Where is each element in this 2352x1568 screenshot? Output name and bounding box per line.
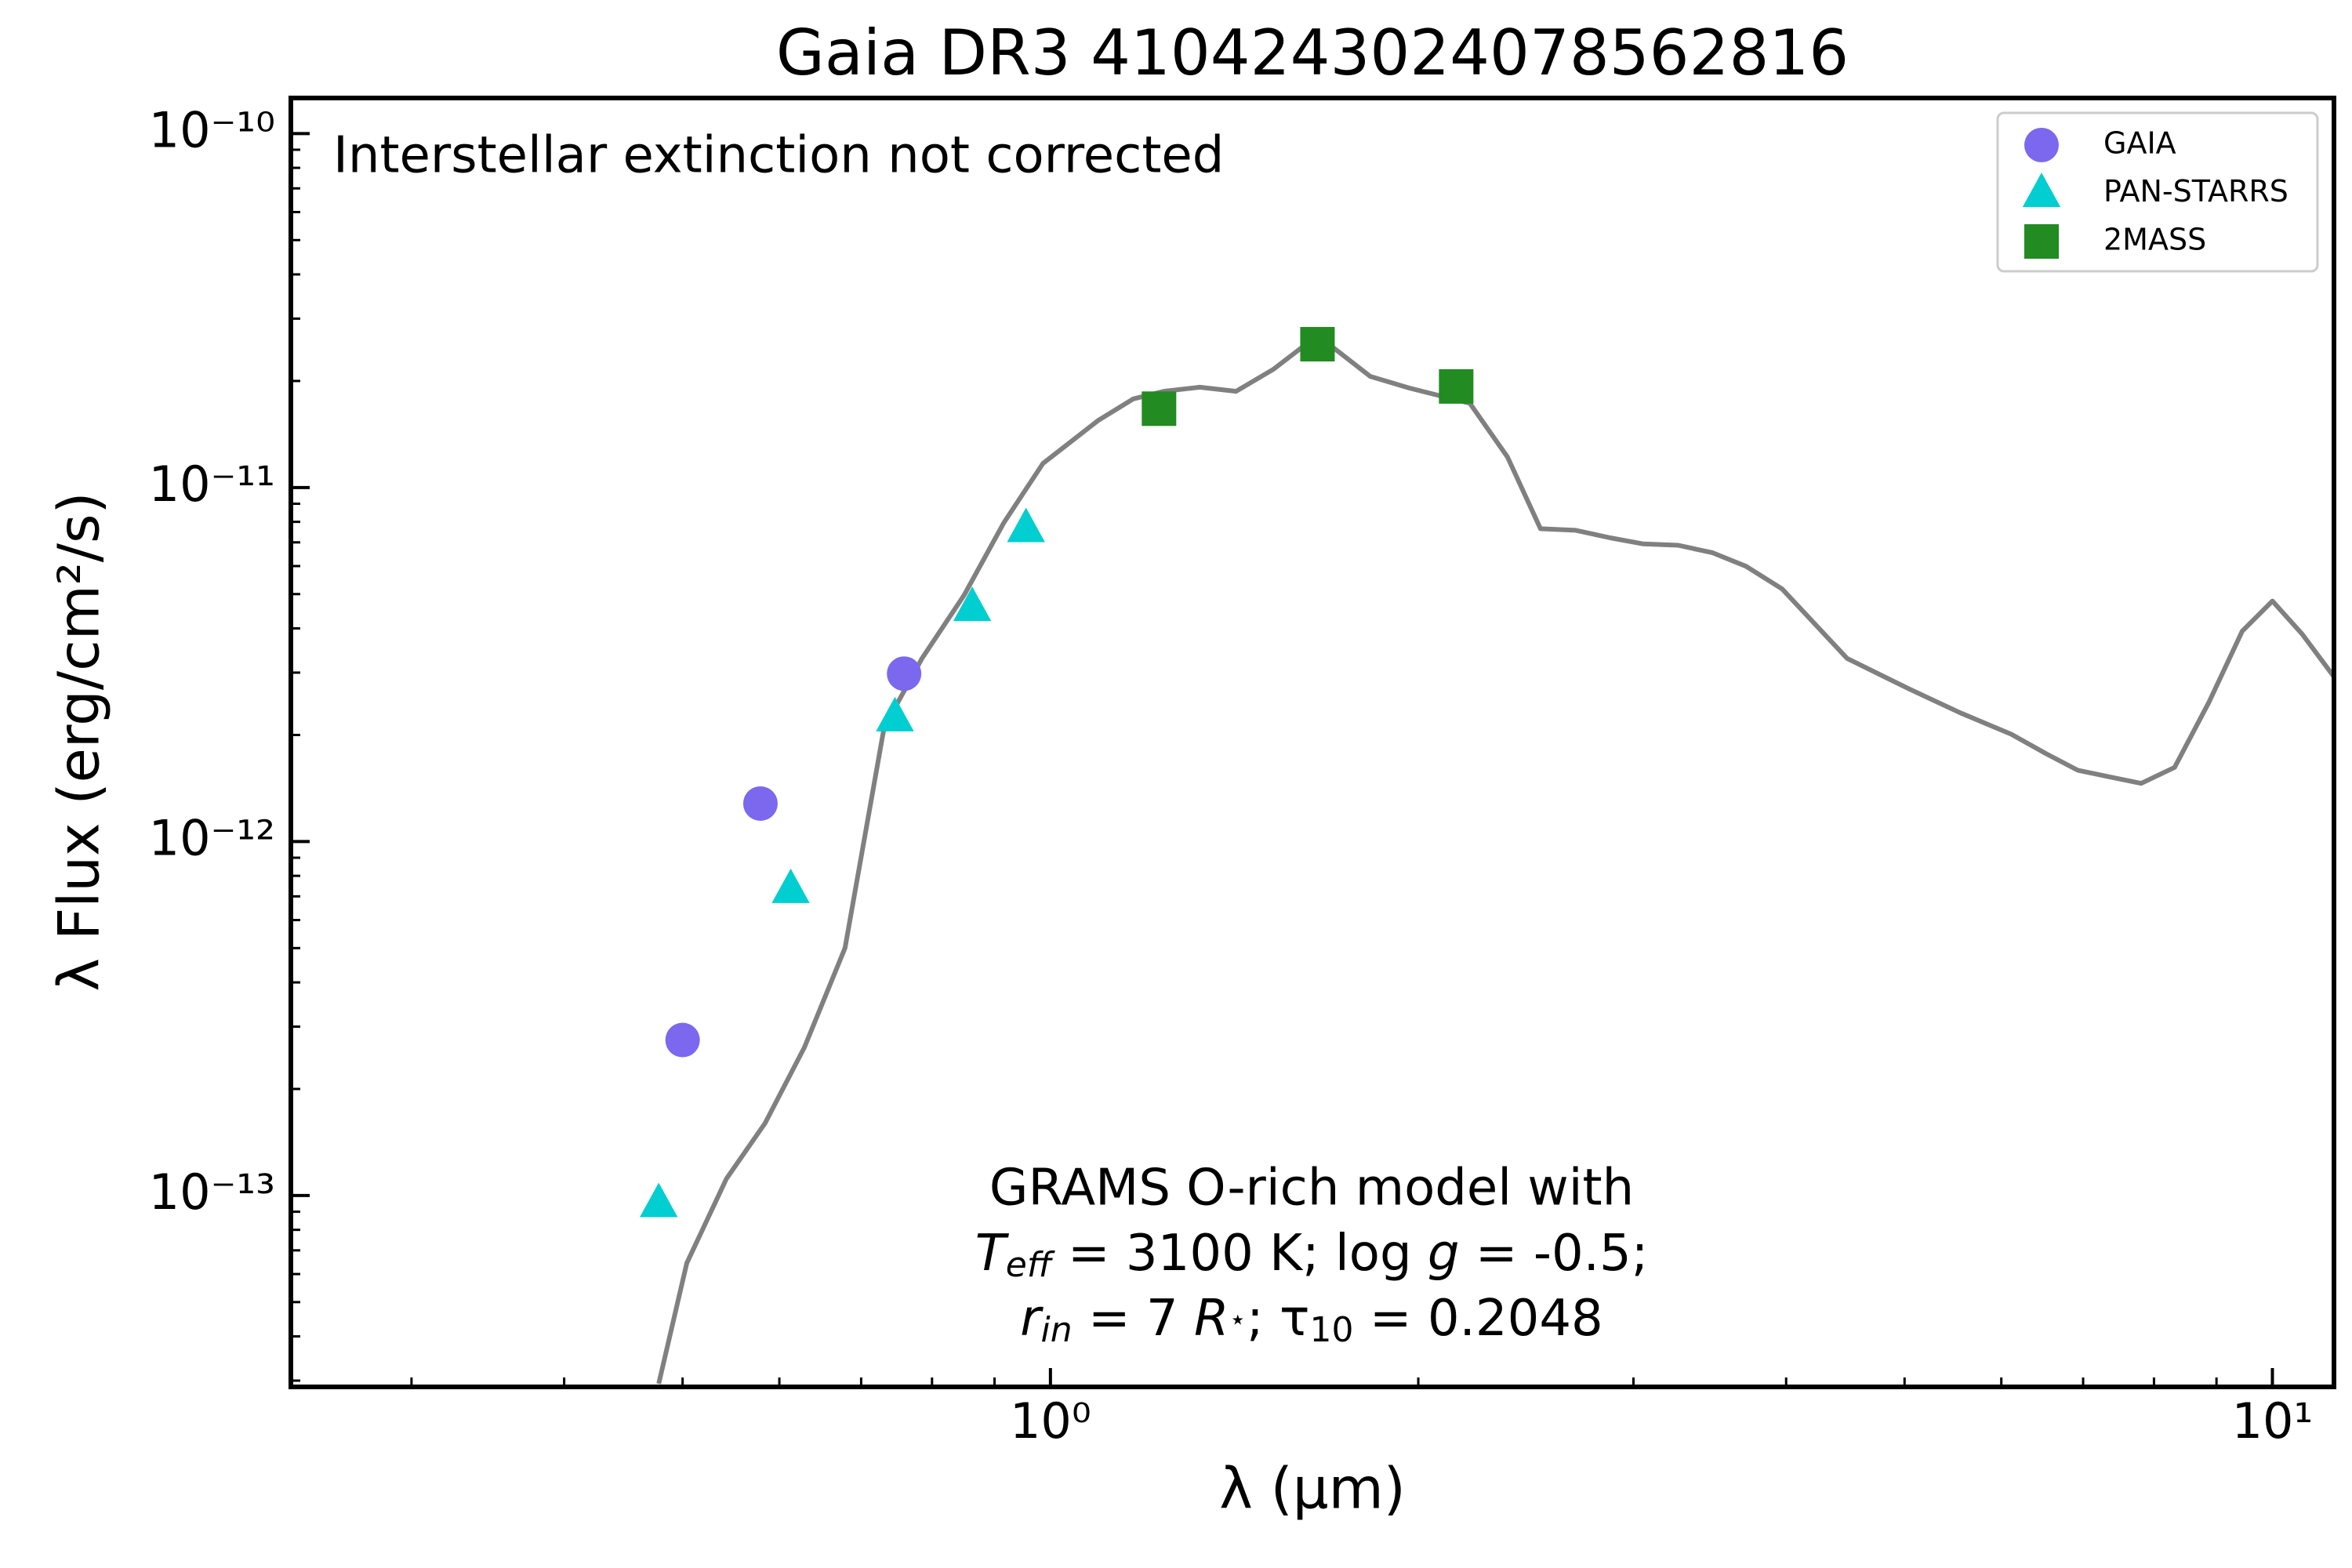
annotation-part: = 3100 K; log <box>1052 1225 1428 1283</box>
y-tick-label: 10⁻¹¹ <box>149 456 275 513</box>
legend-marker <box>2024 128 2059 162</box>
chart-title: Gaia DR3 4104243024078562816 <box>776 16 1849 89</box>
annotation-part: 10 <box>1310 1310 1354 1350</box>
annotation-part: in <box>1041 1310 1073 1350</box>
annotation-part: eff <box>1006 1245 1055 1285</box>
legend-label: 2MASS <box>2103 223 2206 257</box>
x-axis-label: λ (μm) <box>1219 1456 1406 1522</box>
annotation-part: = 0.2048 <box>1354 1290 1603 1348</box>
marker <box>1439 368 1474 404</box>
legend-marker <box>2024 224 2059 259</box>
legend-label: GAIA <box>2103 126 2176 161</box>
marker <box>742 786 778 821</box>
annotation-part: = 7 <box>1073 1290 1194 1348</box>
annotation-part: R <box>1194 1290 1229 1348</box>
y-axis-label: λ Flux (erg/cm²/s) <box>46 492 112 991</box>
model-line <box>656 332 2334 1385</box>
plot-area <box>639 327 2334 1385</box>
marker <box>665 1022 700 1058</box>
annotation: GRAMS O-rich model with <box>989 1160 1634 1218</box>
legend-box <box>1996 111 2319 273</box>
annotation-part: T <box>975 1225 1010 1283</box>
annotation: rin = 7 R⋆; τ10 = 0.2048 <box>1020 1290 1603 1350</box>
marker <box>953 586 992 622</box>
axes-frame <box>289 96 2336 1389</box>
x-tick-label: 10⁰ <box>1010 1392 1091 1450</box>
marker <box>876 696 914 731</box>
marker <box>771 868 810 903</box>
legend-label: PAN-STARRS <box>2103 174 2288 209</box>
y-tick-label: 10⁻¹² <box>149 809 275 866</box>
marker <box>887 656 922 691</box>
annotation: Interstellar extinction not corrected <box>333 127 1224 185</box>
legend-marker <box>2022 172 2061 208</box>
annotation-part: r <box>1020 1290 1044 1348</box>
y-tick-label: 10⁻¹⁰ <box>149 101 275 158</box>
marker <box>1300 327 1335 362</box>
marker <box>1142 391 1177 426</box>
annotation-part: ; τ <box>1247 1290 1309 1348</box>
marker <box>639 1182 678 1218</box>
annotation-part: g <box>1428 1225 1460 1283</box>
annotation-part: = -0.5; <box>1460 1225 1649 1283</box>
annotation-part: ⋆ <box>1229 1304 1247 1336</box>
annotation: Teff = 3100 K; log g = -0.5; <box>975 1225 1649 1285</box>
y-tick-label: 10⁻¹³ <box>149 1163 275 1221</box>
marker <box>1007 507 1045 543</box>
x-tick-label: 10¹ <box>2232 1392 2314 1450</box>
